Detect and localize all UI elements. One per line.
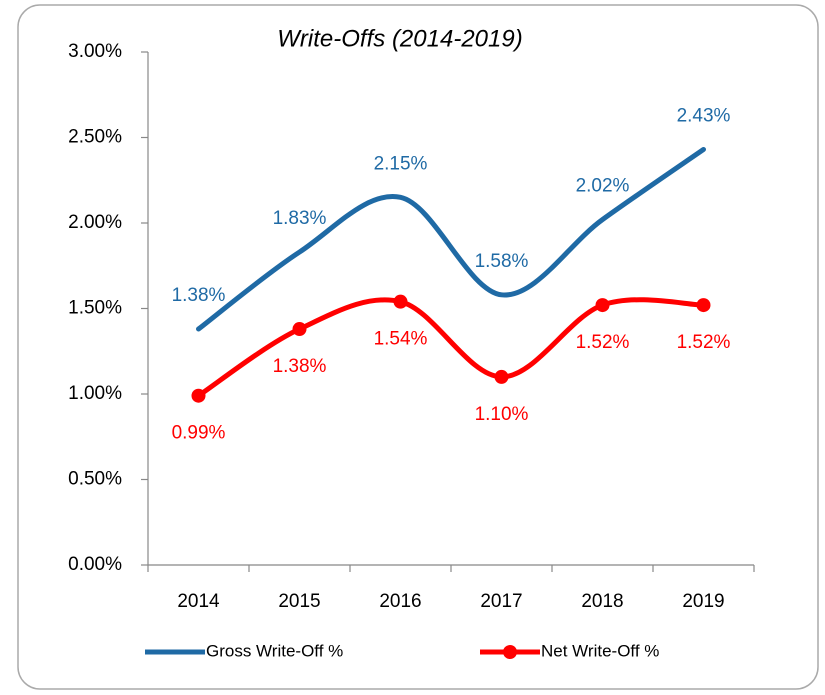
x-tick-label: 2016 (379, 591, 421, 612)
data-label: 1.38% (273, 356, 327, 377)
x-tick-label: 2017 (480, 591, 522, 612)
data-label: 1.54% (374, 329, 428, 350)
data-label: 1.10% (475, 404, 529, 425)
marker (393, 294, 408, 309)
data-label: 1.52% (677, 332, 731, 353)
data-label: 1.83% (273, 208, 327, 229)
legend-label: Net Write-Off % (541, 641, 659, 660)
data-label: 1.38% (172, 285, 226, 306)
y-tick-label: 2.00% (68, 212, 122, 233)
y-tick-label: 0.50% (68, 469, 122, 490)
x-tick-label: 2015 (278, 591, 320, 612)
marker (595, 298, 610, 313)
data-label: 1.58% (475, 251, 529, 272)
data-label: 2.43% (677, 105, 731, 126)
x-tick-label: 2019 (682, 591, 724, 612)
y-tick-label: 1.00% (68, 383, 122, 404)
y-tick-label: 0.00% (68, 554, 122, 575)
data-label: 0.99% (172, 423, 226, 444)
marker (696, 298, 711, 313)
x-tick-label: 2014 (177, 591, 220, 612)
y-tick-label: 2.50% (68, 127, 122, 148)
y-tick-label: 1.50% (68, 298, 122, 319)
marker (292, 322, 307, 337)
chart-frame (17, 4, 819, 690)
data-label: 2.15% (374, 153, 428, 174)
marker (191, 388, 206, 403)
y-tick-label: 3.00% (68, 41, 122, 62)
x-tick-label: 2018 (581, 591, 623, 612)
marker (494, 369, 509, 384)
legend-label: Gross Write-Off % (206, 641, 343, 660)
chart-title: Write-Offs (2014-2019) (277, 25, 522, 52)
data-label: 1.52% (576, 332, 630, 353)
legend-marker (503, 645, 517, 659)
series-line (196, 146, 706, 332)
data-label: 2.02% (576, 176, 630, 197)
